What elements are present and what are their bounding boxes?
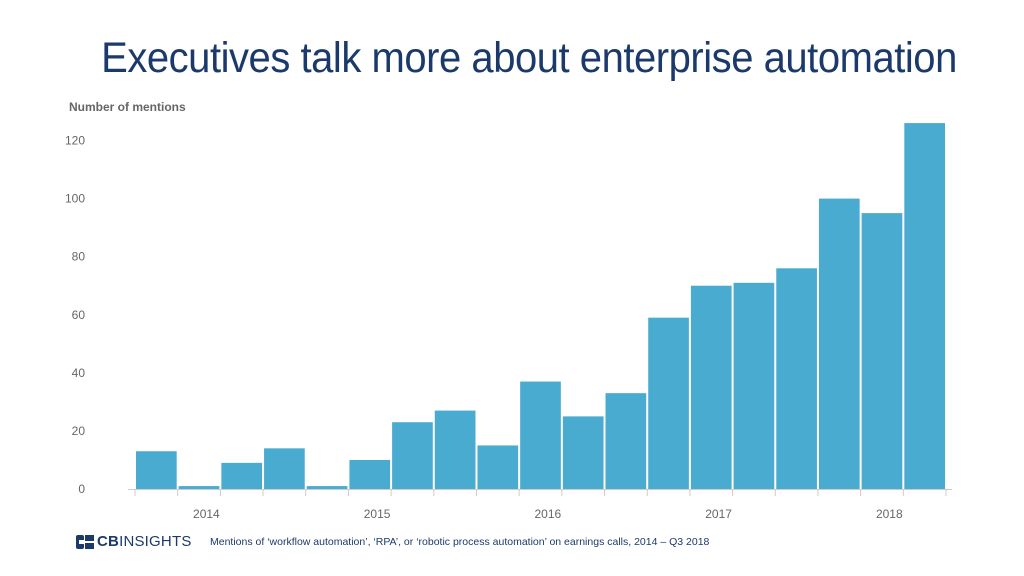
source-note: Mentions of ‘workflow automation’, ‘RPA’… (210, 536, 710, 548)
bar (136, 451, 177, 489)
bar (306, 486, 348, 489)
bar (861, 213, 903, 489)
bar (264, 448, 305, 489)
x-tick-label: 2017 (705, 507, 732, 521)
x-tick-label: 2018 (876, 507, 903, 521)
y-axis-label: Number of mentions (69, 100, 186, 114)
x-tick-label: 2016 (534, 507, 561, 521)
bar (818, 198, 860, 489)
bar (520, 381, 561, 489)
bar (477, 445, 519, 489)
y-tick-label: 60 (72, 308, 86, 322)
bar (733, 282, 775, 489)
y-tick-label: 0 (78, 482, 85, 496)
bar (178, 486, 220, 489)
y-tick-label: 40 (72, 366, 86, 380)
bar-chart: 0 20 40 60 80 100 120 2014 2015 2016 2017 2018 (65, 123, 952, 521)
y-tick-label: 120 (65, 134, 85, 148)
bar (648, 317, 689, 489)
logo-text: CBINSIGHTS (97, 533, 192, 550)
bar (349, 459, 391, 489)
bar (605, 393, 647, 489)
cbinsights-logo-icon (76, 534, 94, 549)
x-tick-label: 2015 (364, 507, 391, 521)
bar (392, 422, 433, 489)
y-tick-label: 20 (72, 424, 86, 438)
chart-title: Executives talk more about enterprise au… (101, 34, 957, 82)
bar (904, 123, 945, 489)
bar (221, 462, 263, 489)
footer: CBINSIGHTS Mentions of ‘workflow automat… (0, 528, 1024, 554)
cbinsights-logo: CBINSIGHTS (76, 533, 192, 550)
y-tick-label: 80 (72, 250, 86, 264)
x-tick-label: 2014 (193, 507, 220, 521)
bar (562, 416, 604, 489)
bar (690, 285, 732, 489)
bar (434, 410, 476, 489)
bar (776, 268, 817, 489)
y-tick-label: 100 (65, 192, 85, 206)
